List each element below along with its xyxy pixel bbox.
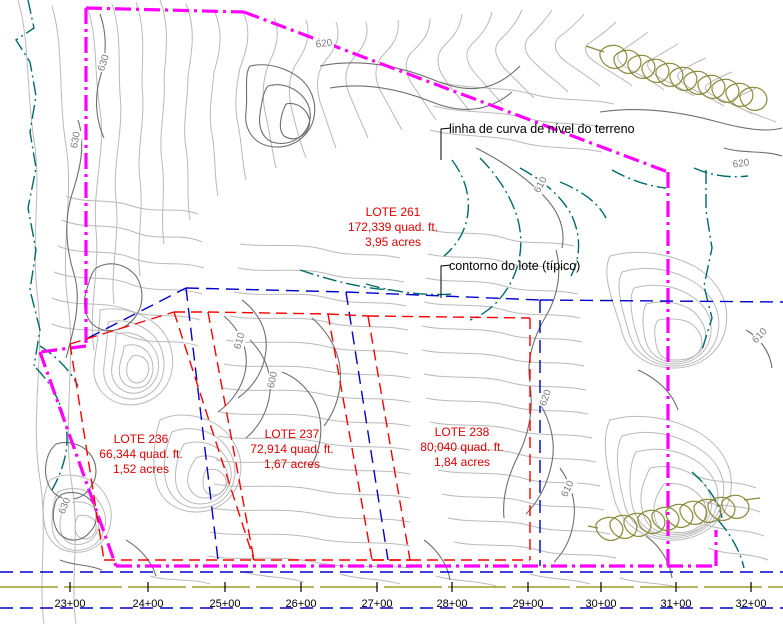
station-label: 30+00	[585, 598, 617, 610]
station-label: 25+00	[209, 598, 241, 610]
lot-id: LOTE 236	[113, 432, 169, 446]
treeline-fence-symbol	[585, 44, 768, 541]
lot-area-acres: 1,84 acres	[433, 455, 491, 469]
annotation-leader-lines	[440, 127, 452, 298]
lot-area-sqft: 172,339 quad. ft.	[347, 220, 439, 234]
station-tick-marks	[69, 582, 752, 592]
lot-label-238: LOTE 238 80,040 quad. ft. 1,84 acres	[420, 425, 503, 470]
right-of-way-lines[interactable]	[0, 287, 783, 609]
lot-id: LOTE 238	[434, 425, 490, 439]
station-label: 32+00	[735, 598, 767, 610]
lot-area-sqft: 72,914 quad. ft.	[250, 442, 334, 456]
station-label: 29+00	[512, 598, 544, 610]
lot-label-237: LOTE 237 72,914 quad. ft. 1,67 acres	[250, 427, 333, 472]
property-boundary-line[interactable]	[38, 6, 718, 568]
lot-id: LOTE 261	[365, 205, 421, 219]
lot-id: LOTE 237	[264, 427, 320, 441]
lot-boundary-lines[interactable]	[69, 311, 531, 561]
station-label: 24+00	[132, 598, 164, 610]
lot-area-acres: 1,52 acres	[112, 462, 170, 476]
lot-area-acres: 1,67 acres	[263, 457, 321, 471]
station-label: 23+00	[54, 598, 86, 610]
station-label: 28+00	[436, 598, 468, 610]
lot-area-sqft: 80,040 quad. ft.	[420, 440, 504, 454]
stream-drainage-lines	[15, 0, 749, 569]
lot-area-acres: 3,95 acres	[364, 235, 422, 249]
station-label: 27+00	[361, 598, 393, 610]
annotation-leader	[440, 127, 452, 160]
lot-outline-callout-label: contorno do lote (típico)	[449, 259, 581, 273]
minor-contour-lines	[17, 0, 777, 624]
annotation-leader	[440, 264, 452, 298]
lot-area-sqft: 66,344 quad. ft.	[99, 447, 183, 461]
lot-label-236: LOTE 236 66,344 quad. ft. 1,52 acres	[99, 432, 182, 477]
major-contour-lines	[44, 13, 783, 581]
contour-callout-label: linha de curva de nível do terreno	[449, 122, 635, 136]
station-label: 31+00	[660, 598, 692, 610]
lot-label-261: LOTE 261 172,339 quad. ft. 3,95 acres	[348, 205, 438, 250]
station-label: 26+00	[285, 598, 317, 610]
